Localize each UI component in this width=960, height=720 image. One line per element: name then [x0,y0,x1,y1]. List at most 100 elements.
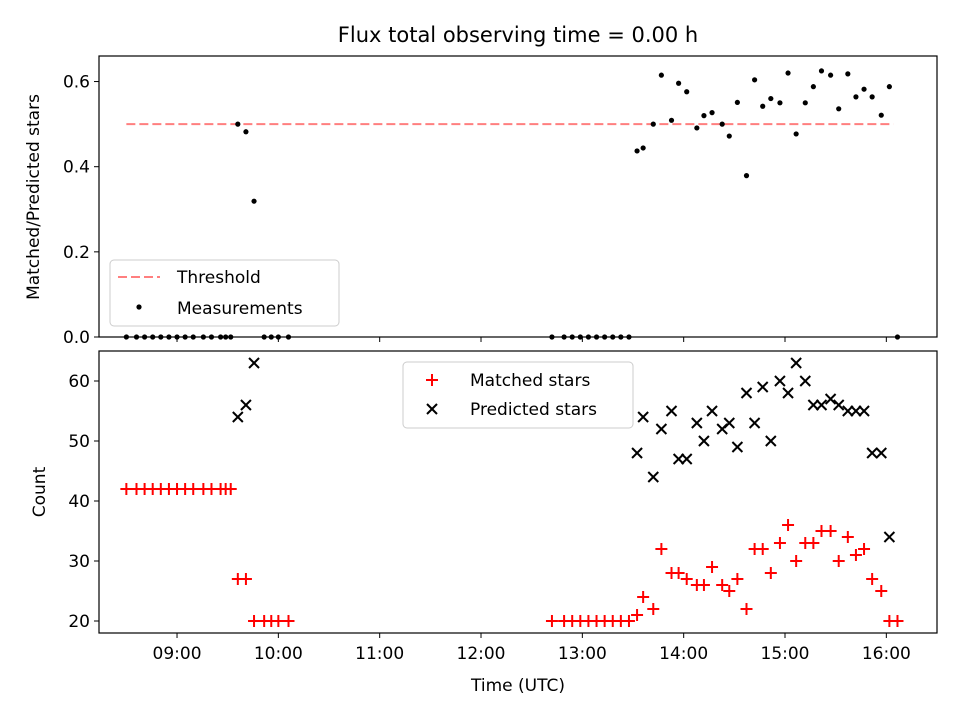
predicted-star-point [655,423,668,435]
matched-star-point [120,483,133,495]
measurement-point [734,99,740,106]
predicted-legend-label: Predicted stars [470,400,597,420]
measurement-point [658,72,664,78]
predicted-star-point [740,387,753,399]
matched-star-point [631,609,644,621]
matched-star-point [790,555,803,567]
measurement-point [634,148,640,154]
predicted-star-point [691,417,703,429]
measurement-point [785,70,791,76]
measurement-point [777,100,783,106]
predicted-star-point [875,447,887,459]
matched-star-point [891,615,904,627]
matched-star-point [272,615,285,627]
measurement-point [243,129,249,135]
chart-title: Flux total observing time = 0.00 h [338,23,698,47]
matched-star-point [248,615,261,627]
measurement-point [719,121,725,127]
measurement-point [802,100,808,106]
measurement-point [640,145,646,151]
matched-star-point [858,543,871,555]
bottom-plot-marks [120,357,904,627]
top-y-ticks: 0.0 0.2 0.4 0.6 [63,73,99,348]
x-axis-label: Time (UTC) [470,676,565,696]
measurement-point [726,133,732,139]
measurement-point [650,121,656,127]
matched-star-point [680,573,693,585]
bottom-y-tick-label: 50 [68,432,90,452]
top-y-tick-label: 0.4 [63,158,90,178]
measurement-point [760,103,766,109]
predicted-star-point [765,435,777,447]
predicted-star-point [833,399,845,411]
measurement-point [684,89,690,95]
measurement-point [810,84,816,90]
matched-star-point [807,537,820,549]
top-y-tick-label: 0.2 [63,243,90,263]
predicted-star-point [647,471,659,483]
top-panel: 0.0 0.2 0.4 0.6 Matched/Predicted stars Thr… [24,55,938,348]
threshold-legend-label: Threshold [176,268,261,288]
matched-star-point [773,537,786,549]
top-y-axis-label: Matched/Predicted stars [24,94,44,300]
predicted-star-point [842,405,854,417]
matched-legend-label: Matched stars [470,371,590,391]
matched-star-point [282,615,295,627]
measurement-point [743,173,750,179]
predicted-star-point [665,405,678,417]
top-y-tick-label: 0.0 [63,328,90,348]
measurements-legend-marker [136,304,142,310]
top-axes-frame [98,55,938,338]
bottom-y-tick-label: 20 [68,612,90,632]
predicted-star-point [681,453,693,465]
predicted-star-point [790,357,802,369]
bottom-legend: Matched stars Predicted stars [402,361,634,429]
predicted-star-point [850,405,862,417]
bottom-x-tick-label: 12:00 [457,644,506,664]
predicted-star-point [232,411,244,423]
measurement-point [235,121,241,127]
bottom-legend-box [402,361,634,429]
matched-star-point [832,555,845,567]
bottom-y-axis-label: Count [30,466,50,517]
measurement-point [853,94,859,100]
measurement-point [878,112,884,118]
top-legend: Threshold Measurements [109,259,340,327]
predicted-legend-marker [426,403,438,415]
measurement-point [828,72,834,78]
measurement-point [869,94,875,100]
bottom-x-tick-label: 14:00 [659,644,708,664]
matched-star-point [824,525,837,537]
measurement-point [793,131,799,137]
predicted-star-point [240,399,252,411]
measurement-point [701,113,707,119]
predicted-star-point [774,375,786,387]
measurement-point [861,86,867,92]
predicted-star-point [807,399,820,411]
predicted-star-point [706,405,718,417]
matched-star-point [239,573,252,585]
matched-star-point [723,585,736,597]
predicted-star-point [883,531,896,543]
predicted-star-point [824,393,837,405]
matched-star-point [622,615,635,627]
measurement-point [818,68,825,74]
predicted-star-point [631,447,643,459]
predicted-star-point [698,435,710,447]
measurement-point [768,95,774,102]
matched-star-point [875,585,888,597]
predicted-star-point [782,387,794,399]
predicted-star-point [858,405,870,417]
matched-star-point [866,573,879,585]
measurement-point [886,84,892,90]
measurements-legend-label: Measurements [177,299,303,319]
measurement-point [676,80,682,86]
matched-star-point [706,561,719,573]
bottom-x-tick-label: 09:00 [153,644,202,664]
predicted-star-point [866,447,878,459]
predicted-star-point [815,399,828,411]
predicted-star-point [248,357,260,369]
top-y-tick-label: 0.6 [63,73,90,93]
bottom-y-tick-label: 60 [68,372,90,392]
